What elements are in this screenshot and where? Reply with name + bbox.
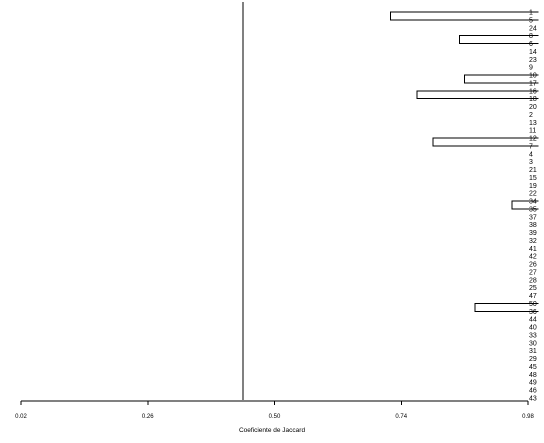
- leaf-label: 27: [529, 269, 537, 276]
- leaf-label: 40: [529, 325, 537, 332]
- dendrogram-branch: [464, 74, 539, 84]
- leaf-label: 36: [529, 309, 537, 316]
- x-tick-label: 0.02: [15, 414, 27, 420]
- leaf-label: 48: [529, 372, 537, 379]
- leaf-label: 23: [529, 57, 537, 64]
- leaf-label: 14: [529, 49, 537, 56]
- x-tick-label: 0.26: [142, 414, 154, 420]
- leaf-label: 41: [529, 246, 537, 253]
- leaf-label: 34: [529, 199, 537, 206]
- leaf-label: 5: [529, 17, 533, 24]
- leaf-label: 4: [529, 151, 533, 158]
- leaf-label: 45: [529, 364, 537, 371]
- leaf-label: 26: [529, 262, 537, 269]
- x-tick-label: 0.98: [522, 414, 534, 420]
- dendrogram-branch: [390, 11, 539, 21]
- x-tick-label: 0.74: [395, 414, 407, 420]
- leaf-label: 39: [529, 230, 537, 237]
- leaf-label: 30: [529, 340, 537, 347]
- leaf-label: 33: [529, 332, 537, 339]
- leaf-label: 31: [529, 348, 537, 355]
- leaf-label: 21: [529, 167, 537, 174]
- leaf-label: 8: [529, 33, 533, 40]
- leaf-label: 25: [529, 285, 537, 292]
- leaf-label: 37: [529, 214, 537, 221]
- leaf-label: 46: [529, 388, 537, 395]
- leaf-label: 11: [529, 128, 536, 135]
- leaf-label: 43: [529, 396, 537, 403]
- leaf-label: 35: [529, 206, 537, 213]
- leaf-label: 18: [529, 96, 537, 103]
- leaf-label: 12: [529, 136, 537, 143]
- leaf-label: 1: [529, 10, 533, 17]
- leaf-label: 16: [529, 88, 537, 95]
- leaf-label: 28: [529, 277, 537, 284]
- leaf-label: 19: [529, 183, 537, 190]
- dendrogram-branch: [474, 302, 539, 312]
- leaf-label: 44: [529, 317, 537, 324]
- x-axis-ticks: 0.02 0.26 0.50 0.74 0.98: [15, 401, 534, 420]
- leaf-label: 50: [529, 301, 537, 308]
- dendrogram-branch: [432, 137, 539, 147]
- leaf-label: 29: [529, 356, 537, 363]
- leaf-label: 15: [529, 175, 537, 182]
- leaf-label: 22: [529, 191, 537, 198]
- leaf-label: 13: [529, 120, 537, 127]
- leaf-label: 47: [529, 293, 537, 300]
- x-tick-label: 0.50: [269, 414, 281, 420]
- leaf-label: 7: [529, 143, 533, 150]
- leaf-label: 10: [529, 73, 537, 80]
- leaf-label: 24: [529, 25, 537, 32]
- leaf-label: 32: [529, 238, 537, 245]
- leaf-label: 17: [529, 80, 537, 87]
- leaf-label: 49: [529, 380, 537, 387]
- leaf-label: 42: [529, 254, 537, 261]
- dendrogram-branch: [511, 200, 539, 210]
- dendrogram-branch: [458, 35, 539, 45]
- dendrogram-branches: [390, 11, 539, 312]
- leaf-label: 3: [529, 159, 533, 166]
- leaf-label: 2: [529, 112, 533, 119]
- leaf-labels: 1524861423910171618202131112743211519223…: [529, 10, 537, 403]
- leaf-label: 20: [529, 104, 537, 111]
- leaf-label: 6: [529, 41, 533, 48]
- leaf-label: 38: [529, 222, 537, 229]
- dendrogram-branch: [416, 90, 539, 100]
- leaf-label: 9: [529, 65, 533, 72]
- x-axis-title: Coeficiente de Jaccard: [239, 427, 306, 434]
